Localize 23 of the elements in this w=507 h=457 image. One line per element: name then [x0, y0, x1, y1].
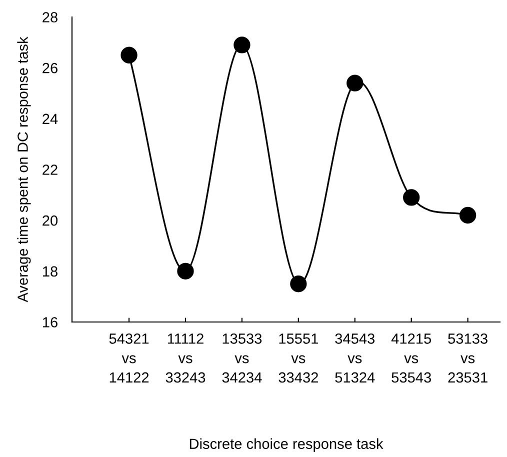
x-tick-label: 11112 vs 33243 — [166, 333, 206, 383]
y-axis-title: Average time spent on DC response task — [17, 36, 31, 302]
y-tick-label: 20 — [42, 215, 58, 226]
x-tick-label: 41215 vs 53543 — [391, 333, 432, 383]
point — [290, 276, 307, 292]
y-tick-label: 18 — [43, 266, 58, 277]
point — [346, 74, 364, 92]
x-tick-label: 53133 vs 23531 — [448, 333, 488, 383]
point — [459, 206, 476, 224]
y-tick-label: 26 — [42, 62, 58, 74]
x-tick-label: 54321 vs 14122 — [109, 333, 149, 382]
y-tick-label: 28 — [42, 12, 58, 22]
point — [177, 262, 194, 280]
point — [234, 36, 250, 54]
x-tick-label: 13533 vs 34234 — [222, 333, 262, 383]
x-tick-label: 15551 vs 33432 — [278, 334, 318, 383]
point — [403, 189, 420, 206]
y-tick-label: 22 — [42, 164, 58, 175]
x-tick-label: 34543 vs 51324 — [335, 333, 375, 383]
y-tick-label: 16 — [43, 317, 58, 328]
y-tick-label: 24 — [42, 114, 58, 124]
x-axis-title: Discrete choice response task — [190, 438, 384, 452]
point — [120, 46, 138, 64]
